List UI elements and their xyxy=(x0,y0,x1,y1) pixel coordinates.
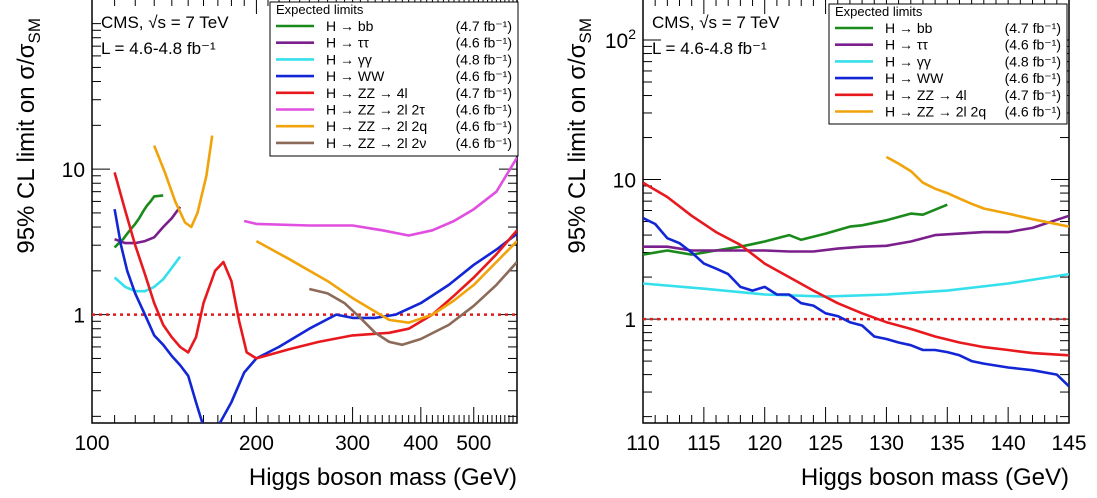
legend-lumi: (4.6 fb⁻¹) xyxy=(456,35,512,51)
annotation-experiment: CMS, √s = 7 TeV xyxy=(101,13,229,32)
x-tick-label: 400 xyxy=(403,432,438,455)
y-tick-label: 1 xyxy=(73,305,85,328)
y-tick-label: 10 xyxy=(613,170,636,193)
series-group xyxy=(113,135,517,423)
x-tick-label: 120 xyxy=(747,432,782,455)
legend-lumi: (4.6 fb⁻¹) xyxy=(456,102,512,118)
legend-label: H → ττ xyxy=(885,37,928,53)
legend-label: H → ZZ → 2l 2q xyxy=(885,104,986,120)
legend-label: H → ττ xyxy=(326,35,369,51)
y-tick-label: 102 xyxy=(605,26,636,53)
series-group xyxy=(643,155,1069,388)
legend-lumi: (4.8 fb⁻¹) xyxy=(1005,53,1061,69)
legend-label: H → γγ xyxy=(885,53,931,69)
series-line xyxy=(113,194,164,249)
legend-lumi: (4.6 fb⁻¹) xyxy=(1005,104,1061,120)
x-tick-label: 110 xyxy=(626,432,659,455)
annotation-lumi: L = 4.6-4.8 fb⁻¹ xyxy=(652,39,767,58)
legend-label: H → ZZ → 2l 2τ xyxy=(326,102,425,118)
legend-title: Expected limits xyxy=(276,2,364,17)
legend-box xyxy=(269,1,519,157)
legend-lumi: (4.7 fb⁻¹) xyxy=(456,85,512,101)
chart-panel-1: 100 200 300 400 500 1 10 Higgs boson mass (GeV)… xyxy=(13,0,519,491)
x-tick-label: 130 xyxy=(869,432,904,455)
x-tick-label: 500 xyxy=(456,432,491,455)
series-line xyxy=(643,216,1069,388)
series-line xyxy=(308,261,517,347)
legend-label: H → WW xyxy=(326,68,385,84)
series-line xyxy=(113,208,517,423)
y-axis-title: 95% CL limit on σ/σSM xyxy=(564,18,595,254)
x-tick-label: 145 xyxy=(1051,432,1086,455)
x-tick-label: 300 xyxy=(335,432,370,455)
legend-title: Expected limits xyxy=(835,4,923,19)
legend-lumi: (4.6 fb⁻¹) xyxy=(456,68,512,84)
legend-lumi: (4.6 fb⁻¹) xyxy=(1005,37,1061,53)
legend-lumi: (4.7 fb⁻¹) xyxy=(1005,20,1061,36)
series-line xyxy=(643,203,948,256)
series-line xyxy=(885,155,1069,228)
legend-label: H → ZZ → 2l 2q xyxy=(326,118,427,134)
series-line xyxy=(643,214,1069,253)
legend-label: H → ZZ → 4l xyxy=(326,85,408,101)
legend-label: H → ZZ → 2l 2ν xyxy=(326,135,426,151)
legend-lumi: (4.6 fb⁻¹) xyxy=(1005,70,1061,86)
legend-lumi: (4.6 fb⁻¹) xyxy=(456,118,512,134)
series-line xyxy=(243,156,517,237)
y-tick-label: 1 xyxy=(624,309,636,332)
legend-lumi: (4.7 fb⁻¹) xyxy=(456,18,512,34)
x-tick-label: 115 xyxy=(687,432,720,455)
legend-lumi: (4.6 fb⁻¹) xyxy=(456,135,512,151)
x-axis-title: Higgs boson mass (GeV) xyxy=(249,464,517,491)
x-tick-label: 140 xyxy=(991,432,1026,455)
y-axis-title: 95% CL limit on σ/σSM xyxy=(13,18,44,254)
x-tick-label: 200 xyxy=(239,432,274,455)
x-tick-label: 125 xyxy=(808,432,843,455)
legend-label: H → bb xyxy=(885,20,933,36)
legend-label: H → WW xyxy=(885,70,944,86)
plot-frame xyxy=(91,0,518,424)
legend-box xyxy=(828,3,1068,125)
legend-label: H → ZZ → 4l xyxy=(885,87,967,103)
legend-label: H → bb xyxy=(326,18,374,34)
series-line xyxy=(152,135,517,324)
x-tick-label: 135 xyxy=(930,432,965,455)
annotation-lumi: L = 4.6-4.8 fb⁻¹ xyxy=(101,39,216,58)
legend-lumi: (4.8 fb⁻¹) xyxy=(456,51,512,67)
series-line xyxy=(113,172,517,360)
legend-lumi: (4.7 fb⁻¹) xyxy=(1005,87,1061,103)
y-tick-label: 10 xyxy=(62,159,85,182)
x-axis-title: Higgs boson mass (GeV) xyxy=(801,464,1069,491)
x-tick-label: 100 xyxy=(74,432,109,455)
series-line xyxy=(114,206,182,245)
series-line xyxy=(643,272,1069,298)
series-line xyxy=(643,181,1069,357)
annotation-experiment: CMS, √s = 7 TeV xyxy=(652,13,780,32)
legend-label: H → γγ xyxy=(326,51,372,67)
